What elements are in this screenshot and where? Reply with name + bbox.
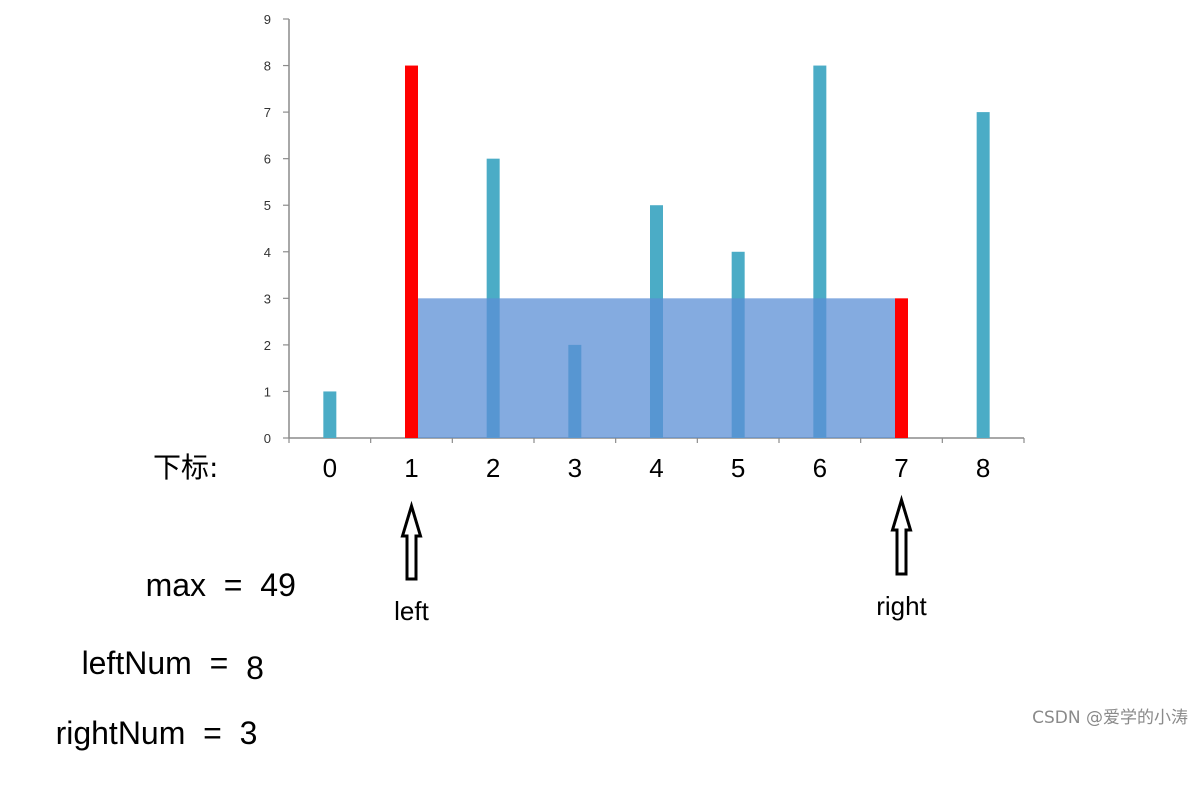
x-tick-label: 4 bbox=[649, 453, 663, 483]
y-tick-label: 8 bbox=[264, 59, 271, 74]
left-pointer-arrow-icon bbox=[400, 500, 423, 581]
y-tick-label: 1 bbox=[264, 384, 271, 399]
x-tick-label: 5 bbox=[731, 453, 745, 483]
right-pointer-arrow-icon bbox=[890, 494, 913, 576]
right-pointer-label: right bbox=[876, 591, 927, 621]
y-tick-label: 9 bbox=[264, 12, 271, 27]
y-tick-label: 7 bbox=[264, 105, 271, 120]
y-tick-label: 6 bbox=[264, 152, 271, 167]
left-pointer-label: left bbox=[394, 596, 429, 626]
highlight-bar bbox=[895, 298, 908, 438]
bar-chart: 0 1 2 3 4 5 6 7 8 9 0 1 2 3 4 5 6 7 8 下标: left right bbox=[153, 12, 1025, 626]
y-tick-label: 5 bbox=[264, 198, 271, 213]
y-tick-label: 3 bbox=[264, 291, 271, 306]
bar bbox=[323, 391, 337, 438]
x-tick-label: 2 bbox=[486, 453, 500, 483]
y-tick-label: 4 bbox=[264, 245, 271, 260]
x-tick-label: 6 bbox=[813, 453, 827, 483]
watermark: CSDN @爱学的小涛 bbox=[1032, 708, 1188, 728]
x-tick-label: 3 bbox=[568, 453, 582, 483]
index-axis-label: 下标: bbox=[153, 451, 218, 484]
y-tick-label: 2 bbox=[264, 338, 271, 353]
water-area bbox=[418, 298, 895, 438]
x-tick-label: 8 bbox=[976, 453, 990, 483]
x-tick-label: 7 bbox=[894, 453, 908, 483]
x-tick-label: 0 bbox=[323, 453, 337, 483]
y-tick-label: 0 bbox=[264, 431, 271, 446]
highlight-bar bbox=[405, 65, 418, 439]
x-tick-label: 1 bbox=[404, 453, 418, 483]
bar bbox=[976, 112, 990, 438]
